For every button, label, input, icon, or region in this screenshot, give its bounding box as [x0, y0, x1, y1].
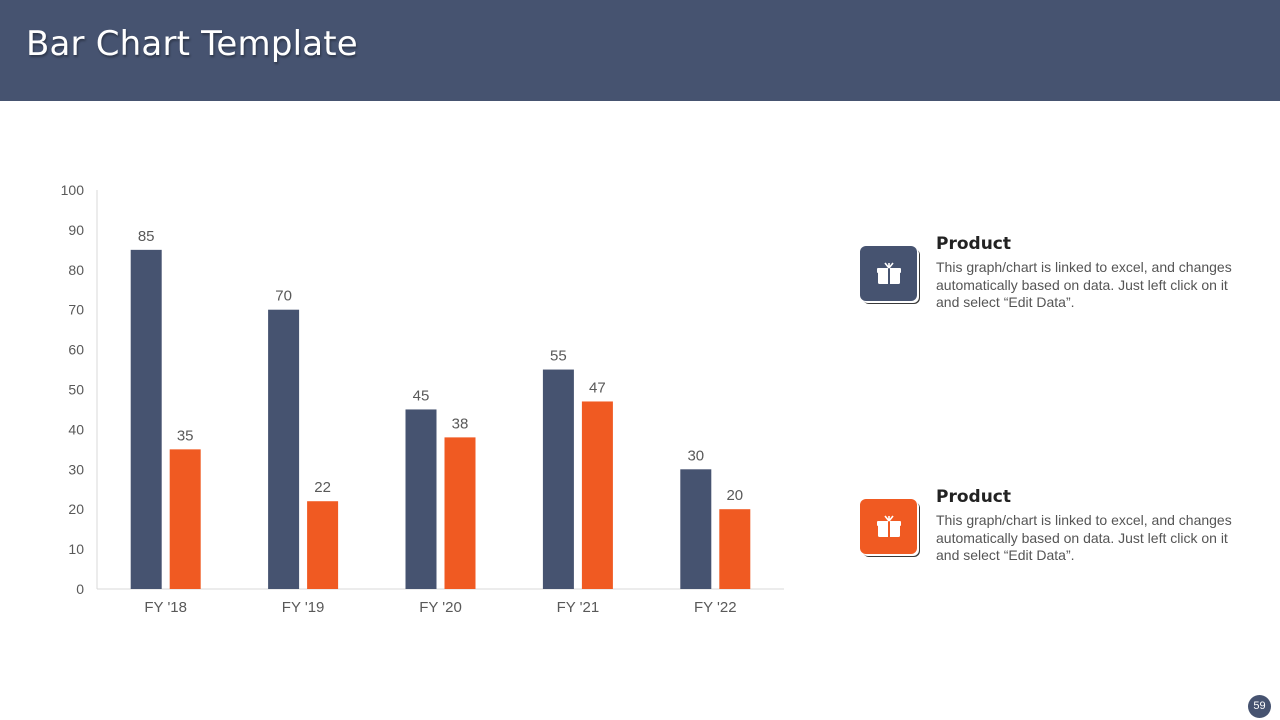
y-tick-label: 50: [68, 382, 84, 398]
x-tick-label: FY '18: [144, 599, 187, 616]
y-tick-label: 90: [68, 222, 84, 238]
bar-series-1: [680, 469, 712, 589]
bar-data-label: 55: [550, 348, 567, 365]
x-tick-label: FY '21: [557, 599, 600, 616]
y-tick-label: 10: [68, 541, 84, 557]
bar-data-label: 35: [177, 427, 194, 444]
bar-data-label: 22: [314, 479, 331, 496]
legend-icon-box: [860, 246, 917, 301]
gift-box-icon: [876, 515, 901, 537]
legend-description: This graph/chart is linked to excel, and…: [936, 259, 1232, 310]
bar-series-2: [444, 437, 476, 589]
legend-icon-box: [860, 499, 917, 554]
bar-data-label: 38: [452, 415, 469, 432]
bar-series-2: [719, 509, 751, 589]
bar-series-1: [542, 369, 574, 589]
legend-title: Product: [936, 487, 1011, 507]
bar-data-label: 20: [726, 487, 743, 504]
y-tick-label: 20: [68, 501, 84, 517]
bar-chart: 0 10 20 30 40 50 60 70 80 90 100 85 35 FY '18 70 22 FY '…: [61, 182, 784, 616]
y-tick-label: 30: [68, 461, 84, 477]
bar-series-2: [581, 401, 613, 589]
page-number-badge: 59: [1248, 695, 1271, 718]
bar-series-1: [268, 309, 300, 589]
bar-series-1: [130, 249, 162, 589]
gift-box-icon: [876, 262, 901, 284]
bar-data-label: 45: [413, 387, 430, 404]
legend-description: This graph/chart is linked to excel, and…: [936, 512, 1232, 563]
x-tick-label: FY '20: [419, 599, 462, 616]
bar-data-label: 70: [275, 288, 292, 305]
bar-data-label: 47: [589, 379, 606, 396]
legend-title: Product: [936, 234, 1011, 254]
bar-series-2: [307, 501, 339, 589]
y-tick-label: 80: [68, 262, 84, 278]
y-tick-label: 100: [61, 182, 85, 198]
y-tick-label: 40: [68, 421, 84, 437]
y-tick-label: 0: [76, 581, 84, 597]
y-tick-label: 60: [68, 342, 84, 358]
x-tick-label: FY '22: [694, 599, 737, 616]
bar-series-2: [169, 449, 201, 589]
page-title: Bar Chart Template: [26, 24, 358, 64]
legend-item-series-2: Product This graph/chart is linked to ex…: [860, 487, 1260, 579]
bar-series-1: [405, 409, 437, 589]
bar-data-label: 30: [687, 447, 704, 464]
bar-data-label: 85: [138, 228, 155, 245]
legend-item-series-1: Product This graph/chart is linked to ex…: [860, 234, 1260, 326]
header-bar: Bar Chart Template: [0, 0, 1280, 101]
y-tick-label: 70: [68, 302, 84, 318]
x-tick-label: FY '19: [282, 599, 325, 616]
